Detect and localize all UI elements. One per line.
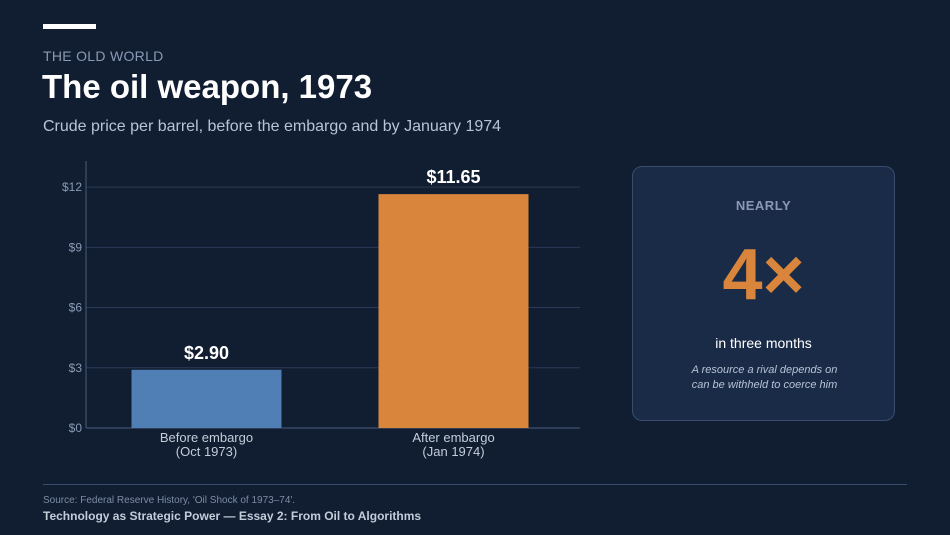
y-tick-label: $3 — [69, 361, 83, 375]
callout-caption: in three months — [715, 335, 812, 351]
x-category-label: Before embargo — [160, 430, 253, 445]
callout-note: A resource a rival depends on can be wit… — [691, 364, 838, 391]
x-category-label: (Oct 1973) — [176, 444, 237, 459]
series-footer: Technology as Strategic Power — Essay 2:… — [43, 509, 422, 523]
y-tick-label: $6 — [69, 301, 83, 315]
bar-chart: $0 $3 $6 $9 $12 $2.90 Before embargo(Oct 1973)… — [62, 161, 580, 459]
callout-kicker: NEARLY — [735, 198, 792, 213]
page-subtitle: Crude price per barrel, before the embar… — [43, 118, 502, 135]
callout-multiplier: 4× — [722, 235, 805, 315]
bar — [378, 194, 529, 428]
x-category-label: After embargo — [412, 430, 494, 445]
source-note: Source: Federal Reserve History, 'Oil Sh… — [43, 495, 296, 506]
x-category-label: (Jan 1974) — [422, 444, 484, 459]
section-kicker: THE OLD WORLD — [43, 48, 164, 64]
y-tick-label: $9 — [69, 240, 83, 254]
bar-value-label: $11.65 — [426, 167, 480, 187]
chart-bars — [131, 194, 529, 428]
page-title: The oil weapon, 1973 — [42, 68, 373, 105]
callout-card: NEARLY 4× in three months A resource a r… — [632, 166, 895, 421]
footer-divider — [43, 484, 907, 485]
chart-labels: $0 $3 $6 $9 $12 $2.90 Before embargo(Oct 1973)… — [62, 167, 495, 459]
accent-bar — [43, 24, 96, 29]
bar-value-label: $2.90 — [184, 343, 229, 363]
bar — [131, 369, 282, 428]
y-tick-label: $12 — [62, 180, 82, 194]
y-tick-label: $0 — [69, 421, 83, 435]
